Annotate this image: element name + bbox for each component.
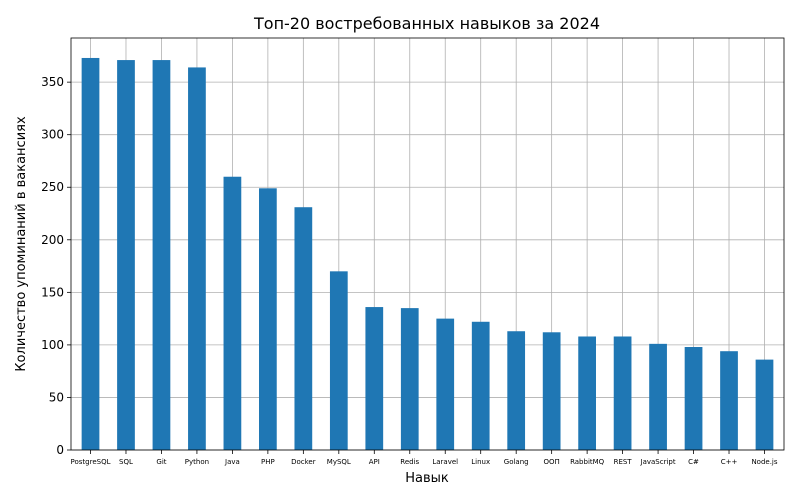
bar [152,60,171,450]
bar [436,318,455,450]
x-tick-label: REST [614,458,633,466]
y-tick-label: 250 [41,180,64,194]
bar [117,60,135,450]
y-axis-ticks: 0 50 100 150 200 250 300 350 [41,75,71,457]
bar [507,331,526,450]
bar [720,351,738,450]
bar [188,67,206,450]
x-tick-label: PHP [261,458,275,466]
x-tick-label: ООП [544,458,560,466]
y-tick-label: 150 [41,285,64,299]
x-tick-label: Redis [400,458,419,466]
x-tick-label: MySQL [327,458,351,466]
x-tick-label: API [369,458,380,466]
x-tick-label: C++ [721,458,738,466]
bar [223,176,242,451]
x-tick-label: Golang [504,458,529,466]
bar [81,57,100,450]
x-tick-label: Git [156,458,166,466]
y-tick-label: 0 [56,443,64,457]
y-tick-label: 350 [41,75,64,89]
x-tick-label: Docker [291,458,316,466]
x-tick-label: SQL [119,458,133,466]
bar [649,343,667,450]
y-tick-label: 200 [41,233,64,247]
x-tick-label: RabbitMQ [570,458,605,466]
y-tick-label: 50 [49,390,64,404]
bar [613,336,632,450]
plot-frame [70,37,785,451]
x-axis-ticks: PostgreSQL SQL Git Python Java PHP Docker MySQL… [71,450,778,466]
x-tick-label: Node.js [751,458,777,466]
x-tick-label: C# [688,458,699,466]
x-tick-label: Laravel [432,458,458,466]
x-tick-label: Linux [471,458,490,466]
bar [542,332,561,450]
bar [294,207,313,450]
bar [259,188,277,451]
x-tick-label: JavaScript [640,458,676,466]
y-tick-label: 100 [41,338,64,352]
bars [81,57,774,451]
bar [755,359,774,450]
bar [578,336,596,450]
x-tick-label: Java [224,458,240,466]
grid [71,38,784,451]
x-tick-label: Python [185,458,209,466]
x-tick-label: PostgreSQL [71,458,111,466]
bar [471,321,490,450]
y-axis-label: Количество упоминаний в вакансиях [14,116,29,372]
bar [365,307,384,450]
x-axis-label: Навык [405,471,449,486]
bar [684,347,703,450]
chart-title: Топ-20 востребованных навыков за 2024 [253,14,600,33]
y-tick-label: 300 [41,128,64,142]
bar [329,271,348,450]
bar [400,308,419,450]
